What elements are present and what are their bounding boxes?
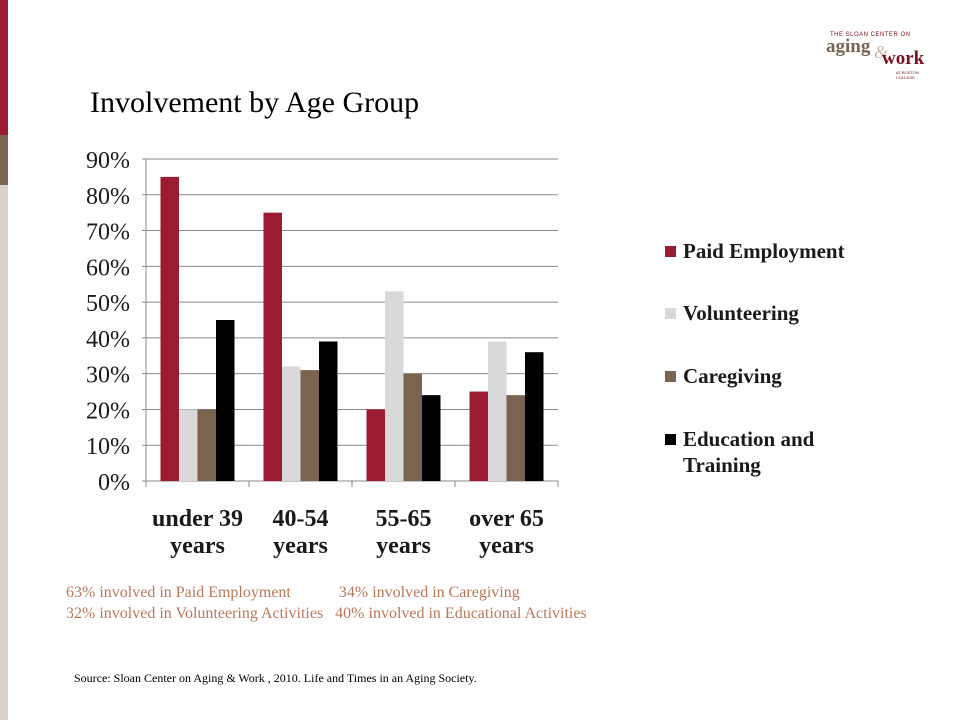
bar-paid-employment bbox=[366, 409, 385, 481]
x-tick-label: 40-54 bbox=[273, 506, 329, 532]
legend-label: Paid Employment bbox=[683, 239, 845, 263]
bar-caregiving bbox=[403, 373, 422, 481]
summary-line-2: 32% involved in Volunteering Activities … bbox=[66, 605, 587, 622]
x-tick-label: 55-65 bbox=[376, 506, 432, 532]
legend-label: Caregiving bbox=[683, 364, 782, 388]
bar-education-and-training bbox=[319, 341, 338, 481]
y-tick-label: 90% bbox=[86, 148, 130, 174]
bar-volunteering bbox=[179, 409, 198, 481]
bar-volunteering bbox=[385, 291, 404, 481]
y-tick-label: 30% bbox=[86, 363, 130, 389]
sidebar-accent-grey bbox=[0, 185, 8, 720]
bar-volunteering bbox=[488, 341, 507, 481]
y-tick-label: 0% bbox=[98, 470, 130, 496]
legend-swatch bbox=[665, 246, 676, 257]
bar-caregiving bbox=[506, 395, 525, 481]
bar-paid-employment bbox=[263, 212, 282, 481]
bar-education-and-training bbox=[525, 352, 544, 481]
sidebar-accent-red bbox=[0, 0, 8, 135]
logo-work: work bbox=[882, 48, 925, 69]
legend-item: Volunteering bbox=[665, 300, 799, 326]
legend-item: Paid Employment bbox=[665, 238, 845, 264]
logo-small-text: THE SLOAN CENTER ON bbox=[830, 32, 911, 38]
y-tick-label: 70% bbox=[86, 220, 130, 246]
bar-volunteering bbox=[282, 366, 301, 481]
logo-ampersand: & bbox=[874, 42, 889, 62]
x-tick-label: years bbox=[376, 533, 431, 559]
x-tick-label: years bbox=[170, 533, 225, 559]
x-tick-label: over 65 bbox=[469, 506, 544, 532]
y-tick-label: 80% bbox=[86, 184, 130, 210]
x-tick-label: years bbox=[479, 533, 534, 559]
page-title: Involvement by Age Group bbox=[90, 86, 420, 119]
legend-label: Volunteering bbox=[683, 301, 799, 325]
x-tick-label: under 39 bbox=[152, 506, 243, 532]
summary-line-1: 63% involved in Paid Employment 34% invo… bbox=[66, 584, 520, 601]
y-tick-label: 60% bbox=[86, 255, 130, 281]
legend-swatch bbox=[665, 308, 676, 319]
y-tick-label: 40% bbox=[86, 327, 130, 353]
sidebar-accent-brown bbox=[0, 135, 8, 185]
bar-education-and-training bbox=[422, 395, 441, 481]
legend-item: Caregiving bbox=[665, 363, 782, 389]
y-tick-label: 50% bbox=[86, 291, 130, 317]
y-tick-label: 20% bbox=[86, 398, 130, 424]
source-citation: Source: Sloan Center on Aging & Work , 2… bbox=[74, 671, 477, 685]
legend-swatch bbox=[665, 371, 676, 382]
y-tick-label: 10% bbox=[86, 434, 130, 460]
legend-label: Education and Training bbox=[683, 427, 815, 477]
logo-aging: aging bbox=[826, 36, 871, 57]
logo-subtitle: AT BOSTON COLLEGE bbox=[896, 70, 919, 80]
bar-caregiving bbox=[197, 409, 216, 481]
sloan-center-logo: THE SLOAN CENTER ON aging & work AT BOST… bbox=[812, 30, 932, 80]
legend-swatch bbox=[665, 434, 676, 445]
legend-item: Education and Training bbox=[665, 426, 814, 478]
bar-paid-employment bbox=[160, 176, 179, 481]
bar-education-and-training bbox=[216, 320, 235, 481]
bar-paid-employment bbox=[469, 391, 488, 481]
x-tick-label: years bbox=[273, 533, 328, 559]
bar-caregiving bbox=[300, 370, 319, 481]
